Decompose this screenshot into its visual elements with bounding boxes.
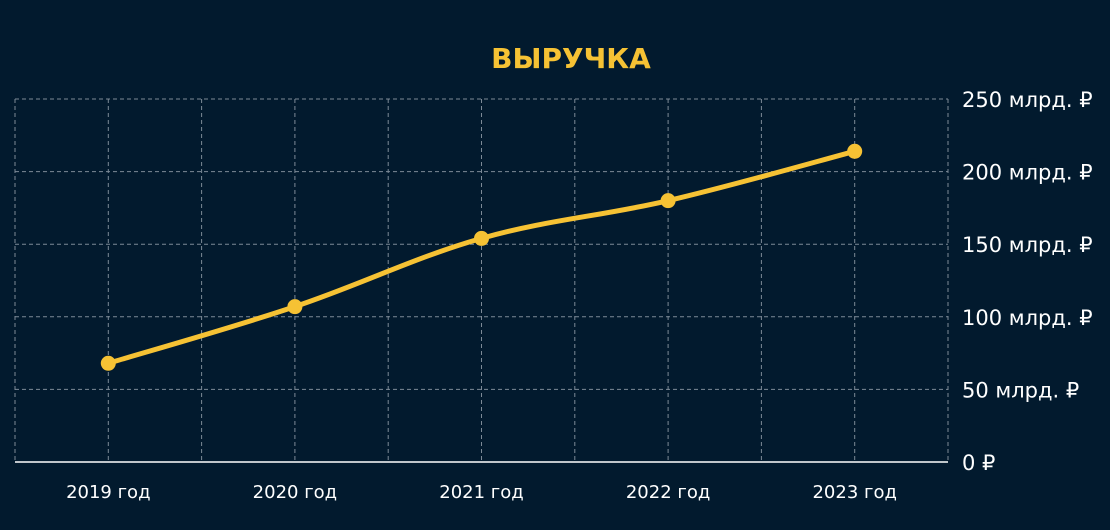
x-tick-label: 2020 год [253,482,337,503]
series-layer [100,143,863,371]
y-tick-label: 150 млрд. ₽ [962,233,1093,257]
y-tick-label: 100 млрд. ₽ [962,306,1093,330]
x-tick-label: 2021 год [439,482,523,503]
y-tick-label: 200 млрд. ₽ [962,161,1093,185]
data-point [847,143,863,159]
y-tick-label: 0 ₽ [962,451,995,475]
data-point [100,355,116,371]
x-tick-label: 2023 год [812,482,896,503]
x-tick-label: 2019 год [66,482,150,503]
label-layer: 0 ₽ 50 млрд. ₽ 100 млрд. ₽ 150 млрд. ₽ 200 м… [66,88,1093,503]
data-point [474,230,489,246]
data-point [660,193,676,209]
data-point [287,299,303,315]
y-tick-label: 50 млрд. ₽ [962,378,1079,402]
y-tick-label: 250 млрд. ₽ [962,88,1093,112]
chart-title: ВЫРУЧКА [491,42,651,75]
x-tick-label: 2022 год [626,482,710,503]
grid-layer [14,98,949,462]
